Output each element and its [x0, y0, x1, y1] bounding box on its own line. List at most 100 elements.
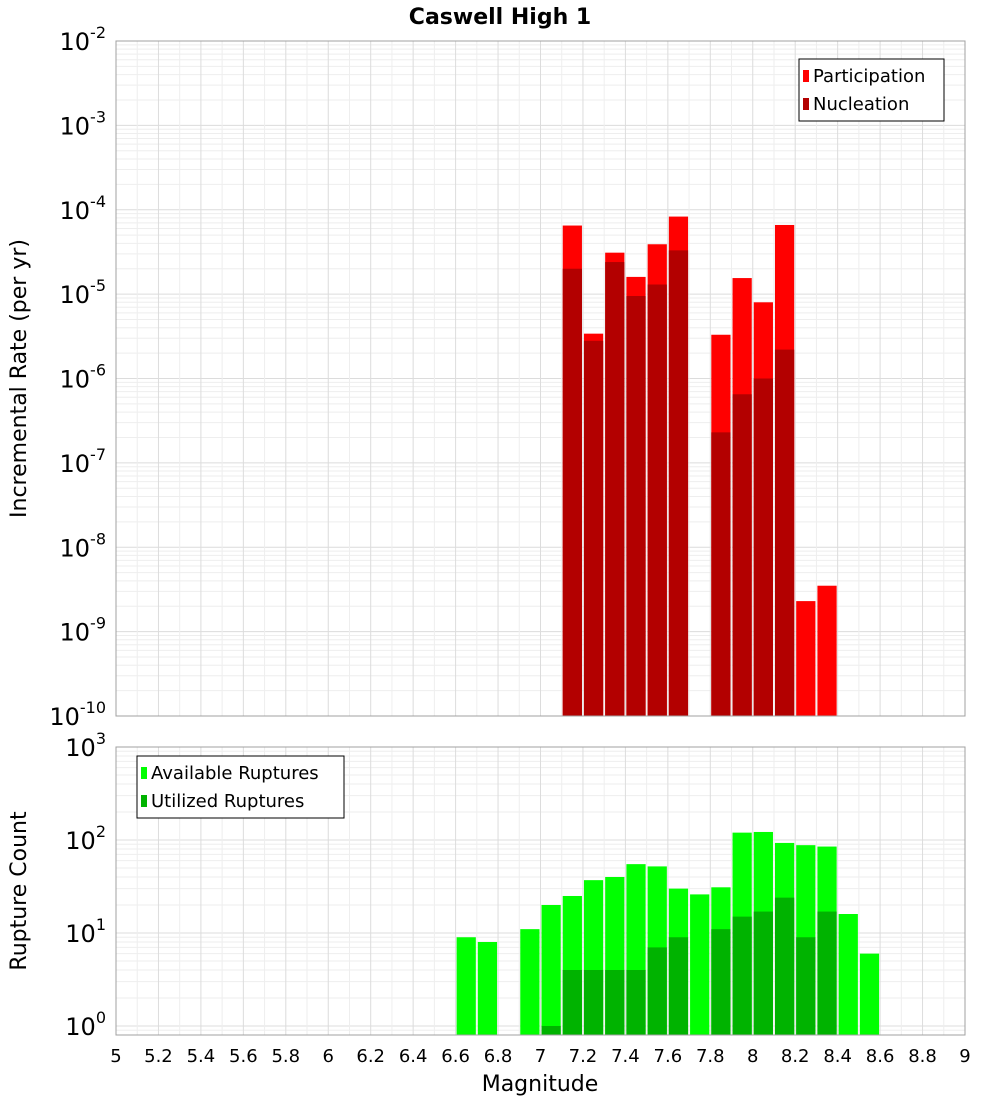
y-tick-exponent: -6 [90, 361, 106, 380]
bar-nucleation [647, 284, 667, 716]
y-tick-label: 10-7 [60, 445, 107, 478]
x-tick-label: 8.2 [781, 1046, 810, 1067]
x-tick-label: 7.4 [611, 1046, 640, 1067]
y-tick-exponent: -4 [90, 192, 106, 211]
y-tick-base: 10 [65, 920, 96, 948]
bar-utilized-ruptures [732, 916, 752, 1035]
legend-swatch [803, 70, 809, 82]
y-tick-label: 10-5 [60, 276, 107, 309]
incremental-rate-panel: 10-1010-910-810-710-610-510-410-310-2Inc… [7, 23, 966, 731]
y-tick-exponent: 3 [96, 729, 106, 748]
bar-utilized-ruptures [605, 969, 625, 1035]
x-tick-label: 7 [535, 1046, 546, 1067]
bar-nucleation [626, 296, 646, 716]
bar-available-ruptures [838, 914, 858, 1035]
bar-utilized-ruptures [817, 911, 837, 1035]
bar-available-ruptures [456, 937, 476, 1035]
y-tick-base: 10 [60, 28, 91, 56]
x-tick-label: 7.6 [654, 1046, 683, 1067]
bar-available-ruptures [477, 942, 498, 1035]
y-tick-base: 10 [60, 619, 91, 647]
bar-utilized-ruptures [647, 947, 667, 1035]
legend-label: Nucleation [813, 94, 909, 115]
legend-box [136, 755, 345, 819]
y-tick-label: 10-10 [49, 698, 106, 731]
y-tick-base: 10 [65, 827, 96, 855]
bar-utilized-ruptures [626, 969, 646, 1035]
y-tick-label: 103 [65, 729, 106, 762]
bar-utilized-ruptures [668, 937, 689, 1035]
bar-utilized-ruptures [753, 911, 773, 1035]
bar-utilized-ruptures [562, 969, 582, 1035]
x-tick-label: 5.8 [271, 1046, 300, 1067]
legend-count: Available Ruptures Utilized Ruptures [136, 755, 345, 819]
x-tick-label: 6.4 [399, 1046, 428, 1067]
bar-nucleation [732, 394, 752, 716]
bar-participation [817, 585, 837, 716]
series-nucleation [562, 250, 795, 717]
x-tick-label: 6.2 [356, 1046, 385, 1067]
y-tick-label: 10-2 [60, 23, 107, 56]
x-tick-label: 7.2 [569, 1046, 598, 1067]
bar-available-ruptures [520, 929, 540, 1035]
chart-title: Caswell High 1 [409, 5, 591, 30]
y-tick-base: 10 [60, 534, 91, 562]
y-tick-exponent: 2 [96, 822, 106, 841]
x-tick-label: 6 [323, 1046, 334, 1067]
y-tick-base: 10 [60, 281, 91, 309]
bar-available-ruptures [859, 953, 880, 1035]
y-tick-base: 10 [60, 197, 91, 225]
x-tick-label: 8.6 [866, 1046, 895, 1067]
series-utilized-ruptures [541, 897, 837, 1035]
bar-utilized-ruptures [774, 897, 795, 1035]
x-tick-label: 6.6 [441, 1046, 470, 1067]
y-tick-exponent: -7 [90, 445, 106, 464]
bar-nucleation [668, 250, 689, 717]
y-tick-base: 10 [60, 366, 91, 394]
x-tick-label: 6.8 [484, 1046, 513, 1067]
y-axis-title-count: Rupture Count [7, 811, 32, 971]
y-tick-label: 100 [65, 1008, 106, 1041]
x-tick-label: 8.4 [823, 1046, 852, 1067]
y-tick-base: 10 [49, 703, 80, 731]
y-axis-title-rate: Incremental Rate (per yr) [7, 239, 32, 518]
y-tick-exponent: -5 [90, 276, 106, 295]
x-tick-label: 5.4 [187, 1046, 216, 1067]
bar-participation [796, 601, 816, 716]
x-tick-label: 7.8 [696, 1046, 725, 1067]
y-tick-label: 10-6 [60, 361, 107, 394]
y-tick-label: 10-3 [60, 107, 107, 140]
y-tick-exponent: 1 [96, 915, 106, 934]
y-tick-exponent: -2 [90, 23, 106, 42]
bar-available-ruptures [690, 894, 710, 1035]
y-tick-base: 10 [65, 1013, 96, 1041]
y-tick-base: 10 [65, 734, 96, 762]
legend-rate: Participation Nucleation [798, 58, 945, 122]
bar-nucleation [583, 340, 604, 716]
bar-utilized-ruptures [711, 929, 731, 1035]
x-tick-label: 9 [959, 1046, 970, 1067]
legend-label: Available Ruptures [151, 763, 319, 784]
bar-utilized-ruptures [796, 937, 816, 1035]
legend-swatch [141, 795, 147, 807]
bar-nucleation [605, 262, 625, 716]
y-tick-base: 10 [60, 112, 91, 140]
legend-label: Utilized Ruptures [151, 791, 304, 812]
y-tick-exponent: -8 [90, 529, 106, 548]
y-tick-label: 102 [65, 822, 106, 855]
y-tick-label: 101 [65, 915, 106, 948]
y-tick-label: 10-4 [60, 192, 107, 225]
x-tick-label: 8 [747, 1046, 758, 1067]
y-tick-base: 10 [60, 450, 91, 478]
x-tick-label: 5 [110, 1046, 121, 1067]
legend-swatch [803, 98, 809, 110]
x-tick-label: 8.8 [908, 1046, 937, 1067]
bar-nucleation [562, 268, 582, 716]
bar-utilized-ruptures [541, 1025, 561, 1035]
x-axis-title: Magnitude [482, 1072, 599, 1097]
y-tick-label: 10-9 [60, 614, 107, 647]
plot-frame-count [115, 746, 966, 1036]
bar-nucleation [774, 349, 795, 716]
